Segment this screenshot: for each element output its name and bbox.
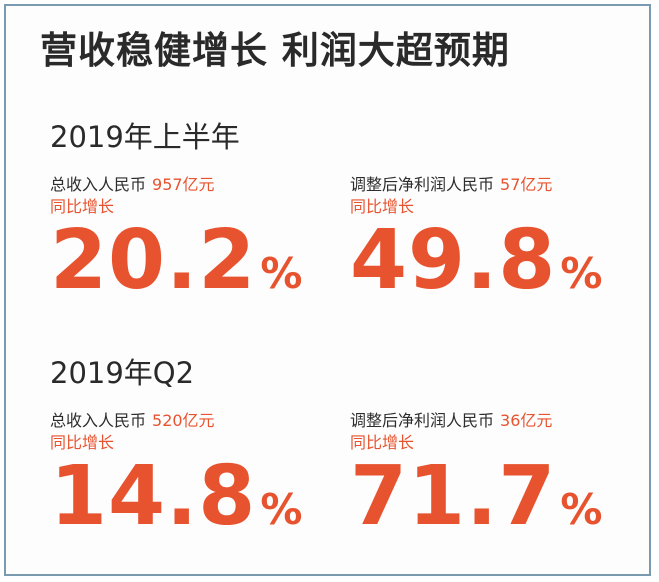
metric-label-row: 总收入人民币 957亿元 [50, 174, 330, 196]
metric-growth-value: 14.8 [50, 449, 257, 544]
metric-growth-value: 20.2 [50, 213, 257, 308]
metric-label: 总收入人民币 [50, 175, 147, 194]
headline: 营收稳健增长 利润大超预期 [40, 29, 510, 72]
metric-growth-value: 49.8 [350, 213, 557, 308]
metric-label-row: 调整后净利润人民币 57亿元 [350, 174, 630, 196]
metric-label-row: 调整后净利润人民币 36亿元 [350, 410, 630, 432]
metric-label: 调整后净利润人民币 [350, 175, 495, 194]
metric-label: 调整后净利润人民币 [350, 411, 495, 430]
metric-growth-unit: % [560, 485, 603, 534]
metric-growth-unit: % [260, 249, 303, 298]
metric-growth: 71.7% [350, 456, 630, 538]
metric-q2-profit: 调整后净利润人民币 36亿元 同比增长 71.7% [350, 410, 630, 538]
metric-label-row: 总收入人民币 520亿元 [50, 410, 330, 432]
metric-amount: 957亿元 [152, 175, 215, 194]
metric-growth-unit: % [260, 485, 303, 534]
metric-growth-value: 71.7 [350, 449, 557, 544]
metric-growth: 20.2% [50, 220, 330, 302]
metric-growth: 14.8% [50, 456, 330, 538]
metric-sub: 同比增长 [50, 197, 115, 216]
metric-sub: 同比增长 [350, 197, 415, 216]
metric-growth-unit: % [560, 249, 603, 298]
infographic-card: 营收稳健增长 利润大超预期 2019年上半年 总收入人民币 957亿元 同比增长 … [4, 4, 651, 576]
metric-sub: 同比增长 [350, 433, 415, 452]
metric-amount: 36亿元 [500, 411, 553, 430]
metric-label: 总收入人民币 [50, 411, 147, 430]
metric-amount: 57亿元 [500, 175, 553, 194]
metric-h1-revenue: 总收入人民币 957亿元 同比增长 20.2% [50, 174, 330, 302]
section-title-h1: 2019年上半年 [50, 120, 240, 154]
metric-sub: 同比增长 [50, 433, 115, 452]
metric-amount: 520亿元 [152, 411, 215, 430]
metric-q2-revenue: 总收入人民币 520亿元 同比增长 14.8% [50, 410, 330, 538]
section-title-q2: 2019年Q2 [50, 356, 195, 390]
metric-growth: 49.8% [350, 220, 630, 302]
metric-h1-profit: 调整后净利润人民币 57亿元 同比增长 49.8% [350, 174, 630, 302]
